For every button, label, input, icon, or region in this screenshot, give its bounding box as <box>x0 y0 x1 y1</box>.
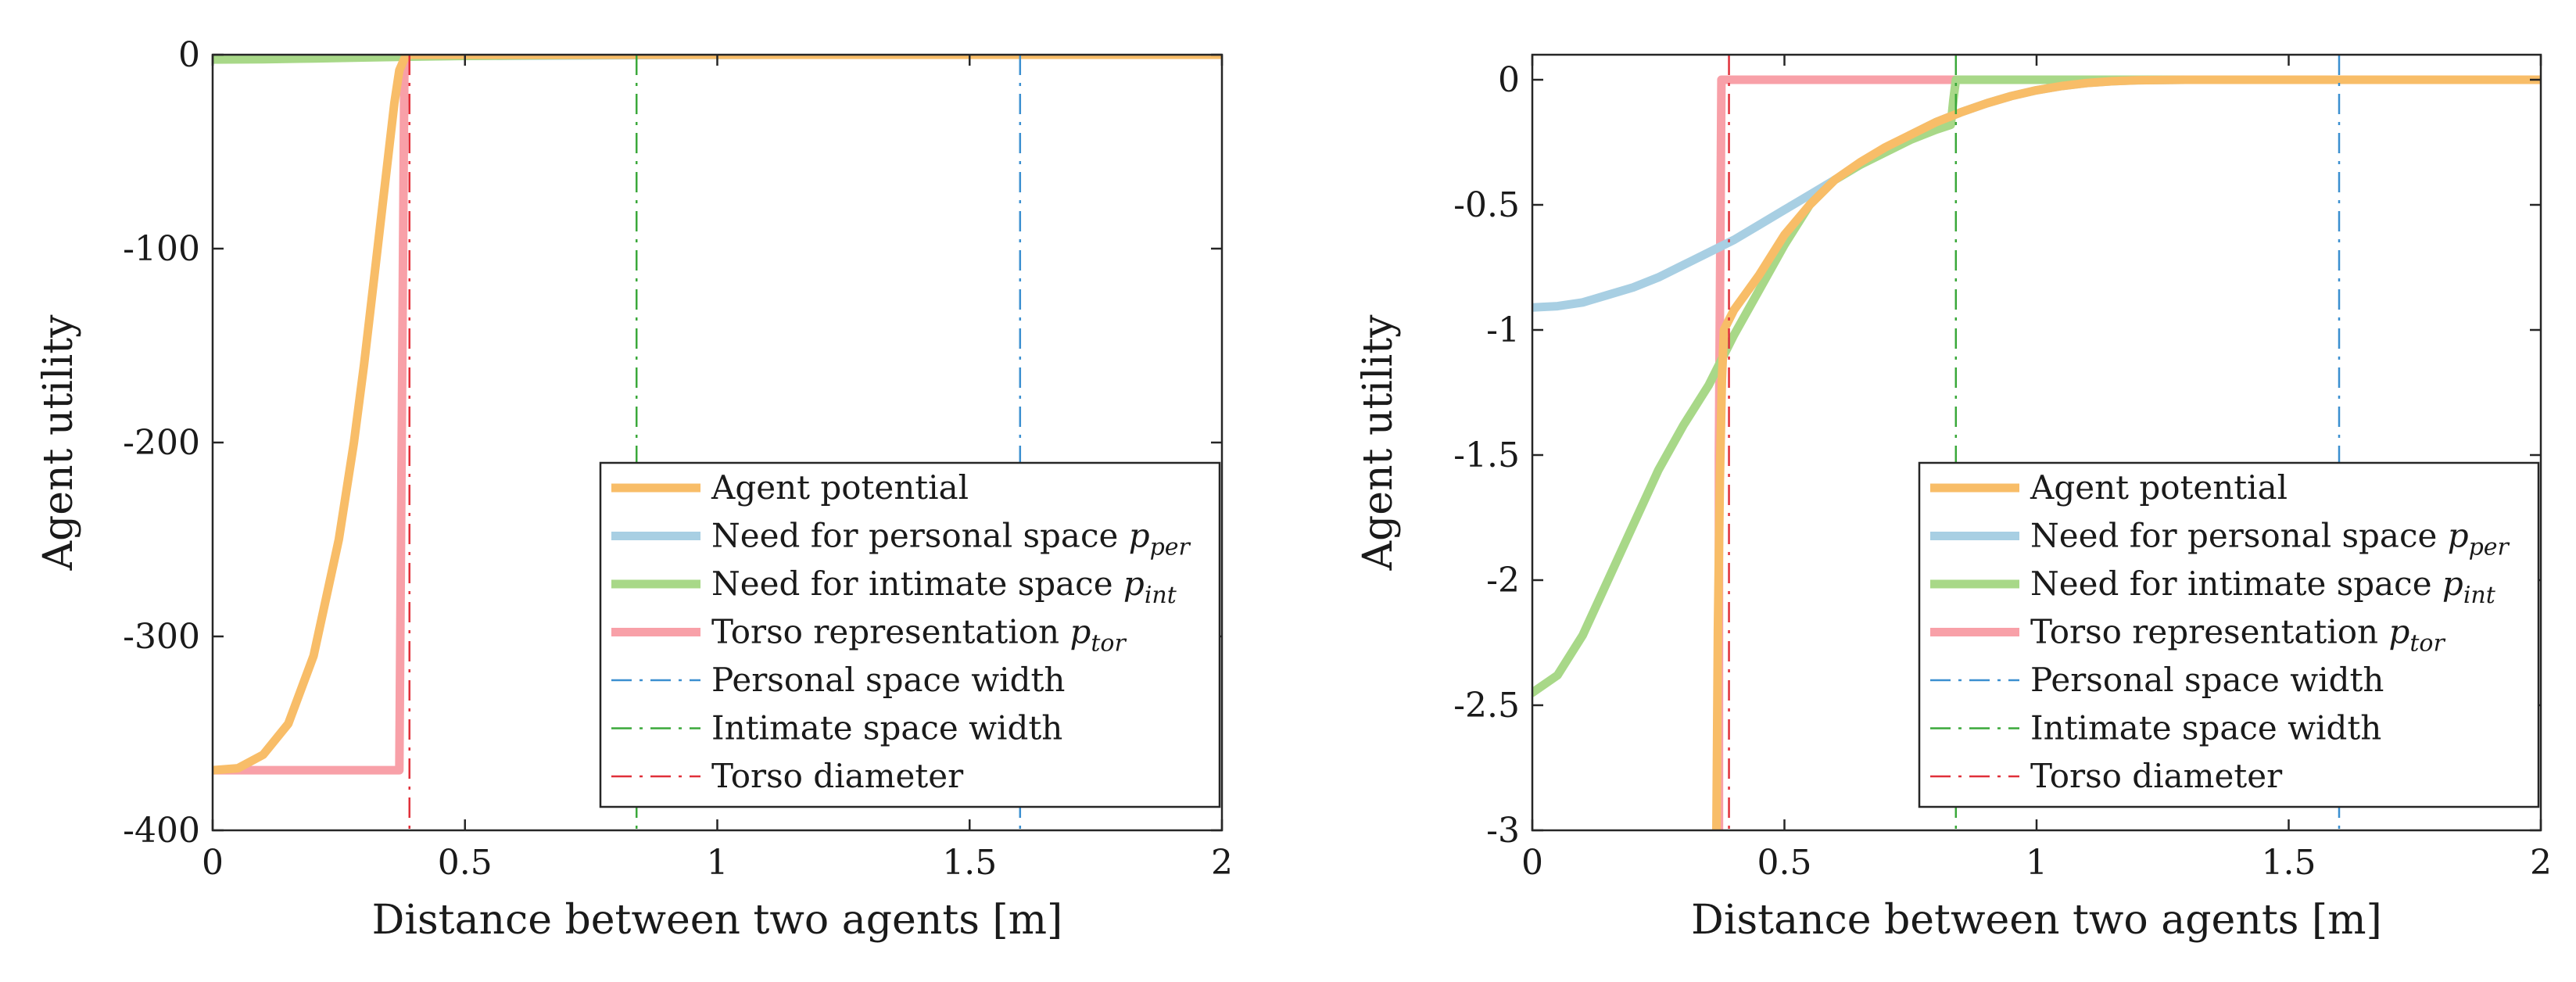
legend-label: Intimate space width <box>2030 709 2381 747</box>
legend-label: Need for intimate space pint <box>711 564 1177 609</box>
legend-symbol: p <box>1123 564 1145 603</box>
legend-label-text: Need for intimate space <box>711 564 1123 603</box>
legend-label: Intimate space width <box>711 709 1062 747</box>
legend-label: Torso diameter <box>2030 757 2283 795</box>
legend-label: Need for personal space pper <box>2030 517 2510 561</box>
y-axis-title: Agent utility <box>35 314 82 572</box>
legend-label-text: Need for personal space <box>711 517 1129 555</box>
legend-label-text: Need for personal space <box>2030 517 2448 555</box>
y-tick-label: -2 <box>1486 561 1520 600</box>
legend-label: Torso representation ptor <box>711 613 1127 658</box>
legend: Agent potential Need for personal space p… <box>599 461 1221 808</box>
x-axis-title: Distance between two agents [m] <box>1691 897 2382 944</box>
legend-label-text: Personal space width <box>2030 661 2384 699</box>
legend-label: Agent potential <box>711 468 969 507</box>
legend-label: Personal space width <box>711 661 1065 699</box>
legend-subscript: int <box>1145 582 1177 609</box>
y-tick-label: -400 <box>123 811 200 851</box>
legend-label-text: Agent potential <box>2030 468 2288 507</box>
legend-symbol: p <box>1129 517 1150 555</box>
y-tick-label: -0.5 <box>1453 185 1520 225</box>
x-tick-label: 0 <box>1521 843 1543 883</box>
y-axis-title: Agent utility <box>1355 314 1402 572</box>
x-tick-label: 1 <box>2026 843 2048 883</box>
x-tick-label: 0.5 <box>438 843 493 883</box>
legend-symbol: p <box>2442 564 2463 603</box>
legend-box <box>599 461 1221 808</box>
left-panel: 0 0.5 1 1.5 2 0 -100 -200 -300 -400 Distance betwe… <box>35 35 1233 944</box>
legend-subscript: tor <box>1091 630 1127 658</box>
legend-symbol: p <box>2448 517 2469 555</box>
y-tick-label: -1 <box>1486 310 1520 350</box>
legend: Agent potential Need for personal space p… <box>1918 461 2540 808</box>
x-tick-label: 2 <box>1211 843 1233 883</box>
legend-label-text: Torso representation <box>2030 613 2388 651</box>
legend-label-text: Intimate space width <box>2030 709 2381 747</box>
y-tick-label: -100 <box>123 229 200 269</box>
legend-label-text: Intimate space width <box>711 709 1062 747</box>
x-tick-label: 1 <box>707 843 729 883</box>
legend-subscript: per <box>1150 534 1191 561</box>
legend-subscript: per <box>2469 534 2510 561</box>
x-tick-label: 0.5 <box>1757 843 1812 883</box>
series-line-need-for-intimate-space <box>1532 75 2541 697</box>
legend-label: Personal space width <box>2030 661 2384 699</box>
legend-label-text: Agent potential <box>711 468 969 507</box>
x-tick-label: 2 <box>2530 843 2552 883</box>
legend-label: Torso diameter <box>711 757 964 795</box>
y-tick-label: -200 <box>123 423 200 463</box>
legend-label: Need for intimate space pint <box>2030 564 2496 609</box>
y-tick-label: 0 <box>1498 60 1520 100</box>
right-panel: 0 0.5 1 1.5 2 0 -0.5 -1 -1.5 -2 -2.5 -3 Distance bet… <box>1355 53 2552 944</box>
legend-subscript: tor <box>2409 630 2445 658</box>
legend-subscript: int <box>2463 582 2496 609</box>
y-tick-label: -1.5 <box>1453 435 1520 475</box>
legend-label: Need for personal space pper <box>711 517 1191 561</box>
legend-label-text: Torso diameter <box>711 757 964 795</box>
legend-label: Torso representation ptor <box>2030 613 2445 658</box>
x-axis-title: Distance between two agents [m] <box>372 897 1063 944</box>
series-line-agent-potential <box>213 55 1222 775</box>
y-tick-label: -3 <box>1486 811 1520 851</box>
legend-label-text: Torso representation <box>711 613 1069 651</box>
y-tick-label: -300 <box>123 617 200 657</box>
series-line-agent-potential <box>1712 75 2541 830</box>
x-tick-label: 1.5 <box>942 843 997 883</box>
legend-label-text: Need for intimate space <box>2030 564 2442 603</box>
y-tick-label: 0 <box>178 35 200 75</box>
legend-label-text: Personal space width <box>711 661 1065 699</box>
legend-symbol: p <box>1069 613 1091 651</box>
legend-box <box>1918 461 2540 808</box>
legend-label: Agent potential <box>2030 468 2288 507</box>
legend-label-text: Torso diameter <box>2030 757 2283 795</box>
x-tick-label: 1.5 <box>2262 843 2316 883</box>
x-tick-label: 0 <box>202 843 224 883</box>
y-tick-label: -2.5 <box>1453 686 1520 726</box>
legend-symbol: p <box>2388 613 2409 651</box>
